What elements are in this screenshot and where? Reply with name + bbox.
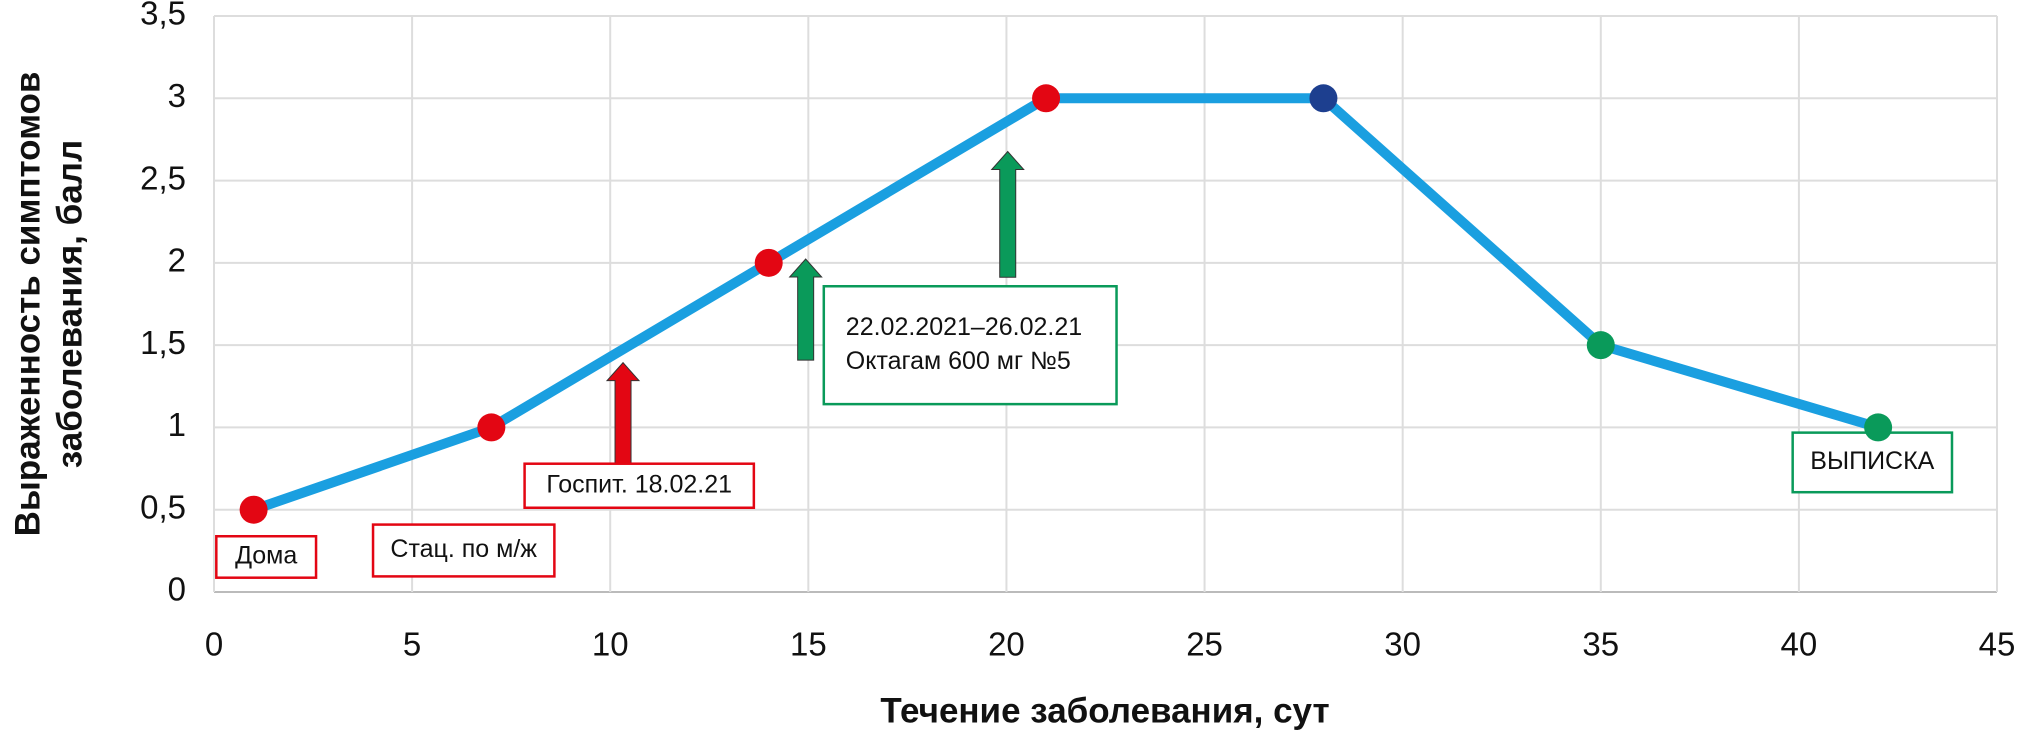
x-axis-title: Течение заболевания, сут xyxy=(880,691,1329,730)
arrow xyxy=(605,361,641,465)
y-axis-title: Выраженность симптомов заболевания, балл xyxy=(8,72,89,537)
annotation-text: Стац. по м/ж xyxy=(390,535,537,563)
x-tick-label: 20 xyxy=(988,626,1025,663)
annotation-text: Октагам 600 мг №5 xyxy=(846,347,1071,375)
x-tick-label: 25 xyxy=(1186,626,1223,663)
point xyxy=(239,495,268,524)
annotation-box xyxy=(371,523,556,578)
annotation-text: 22.02.2021–26.02.21 xyxy=(846,313,1082,341)
annotation-text: Госпит. 18.02.21 xyxy=(546,470,732,498)
x-tick-label: 35 xyxy=(1582,626,1619,663)
x-tick-label: 10 xyxy=(592,626,629,663)
x-tick-label: 45 xyxy=(1979,626,2016,663)
point xyxy=(1586,331,1615,360)
annotation-text: Дома xyxy=(235,542,297,570)
y-axis-title-line: Выраженность симптомов xyxy=(8,72,47,537)
y-tick-label: 0 xyxy=(168,571,186,608)
x-tick-label: 40 xyxy=(1781,626,1818,663)
point xyxy=(754,248,783,277)
y-tick-label: 3,5 xyxy=(140,0,186,32)
annotation-box xyxy=(215,534,318,579)
annotation-text: ВЫПИСКА xyxy=(1810,447,1934,475)
point xyxy=(1309,84,1338,113)
annotation-box xyxy=(1791,431,1954,494)
y-tick-label: 2 xyxy=(168,242,186,279)
y-tick-label: 0,5 xyxy=(140,488,186,525)
point xyxy=(477,413,506,442)
y-tick-label: 2,5 xyxy=(140,159,186,196)
x-tick-label: 0 xyxy=(205,626,223,663)
x-tick-label: 15 xyxy=(790,626,827,663)
point xyxy=(1032,84,1061,113)
y-tick-label: 1 xyxy=(168,406,186,443)
y-tick-label: 3 xyxy=(168,77,186,114)
x-tick-label: 5 xyxy=(403,626,421,663)
y-axis-title-line: заболевания, балл xyxy=(50,140,89,468)
annotation-box xyxy=(822,285,1118,406)
arrow xyxy=(788,258,823,361)
point xyxy=(1864,413,1893,442)
x-tick-label: 30 xyxy=(1384,626,1421,663)
y-tick-label: 1,5 xyxy=(140,324,186,361)
arrow xyxy=(990,150,1025,278)
annotation-box xyxy=(523,462,756,509)
